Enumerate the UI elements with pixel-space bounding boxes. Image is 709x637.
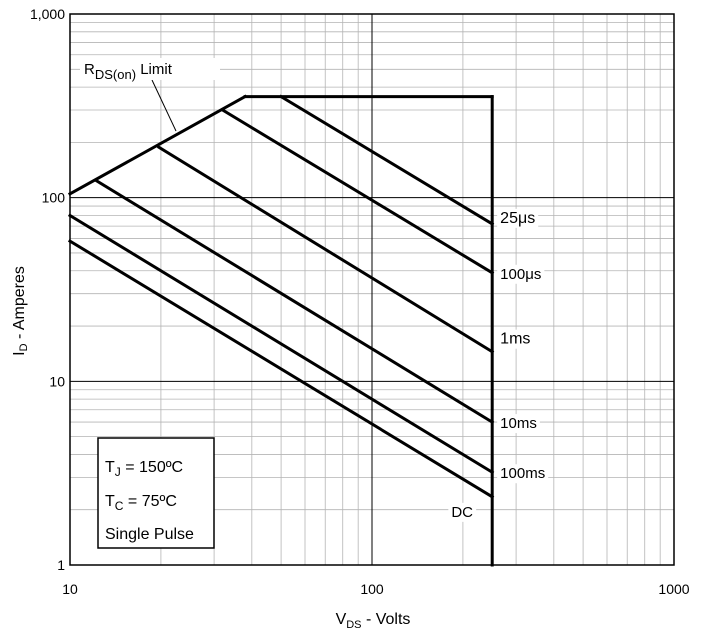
series-label-background (497, 264, 545, 284)
series-label: 25μs (500, 210, 535, 227)
soa-line-series (156, 145, 495, 354)
junction-temperature: TJ = 150ºC (105, 459, 183, 479)
soa-line-series (67, 239, 495, 499)
x-tick-label: 1000 (658, 581, 689, 597)
single-pulse-label: Single Pulse (105, 526, 194, 543)
y-tick-label: 1,000 (30, 6, 65, 22)
soa-line-series (220, 107, 495, 275)
series-lines (67, 94, 495, 567)
rdson-leader-line (151, 79, 177, 132)
series-label-background (497, 208, 539, 228)
soa-line-series (94, 178, 495, 425)
y-tick-label: 100 (42, 190, 66, 206)
x-axis-title: VDS - Volts (336, 611, 411, 631)
x-tick-label: 10 (62, 581, 78, 597)
series-label-background (497, 414, 540, 434)
plot-frame (69, 13, 675, 566)
series-label: 1ms (500, 331, 530, 348)
series-label: 100ms (500, 465, 545, 482)
rdson-label-background (80, 58, 220, 80)
y-tick-label: 10 (49, 373, 65, 389)
series-label-background (448, 502, 477, 522)
soa-line-series (67, 213, 495, 475)
series-label: 10ms (500, 415, 537, 432)
y-axis-title: ID - Amperes (11, 266, 30, 356)
y-tick-label: 1 (57, 557, 65, 573)
series-label: DC (451, 504, 473, 521)
tick-labels: 10 100 1000 1 10 100 1,000 (30, 6, 690, 597)
x-tick-label: 100 (360, 581, 384, 597)
series-label-background (497, 329, 534, 349)
rdson-limit-label: RDS(on) Limit (84, 61, 173, 82)
soa-line-series (279, 94, 495, 226)
conditions-box: TJ = 150ºC TC = 75ºC Single Pulse (97, 437, 215, 549)
series-label: 100μs (500, 266, 541, 283)
case-temperature: TC = 75ºC (105, 493, 177, 513)
conditions-box-frame (97, 437, 215, 549)
label-backgrounds (448, 208, 549, 522)
series-label-background (497, 464, 549, 484)
rdson-limit-line (67, 94, 248, 196)
series-labels: 25μs 100μs 1ms 10ms 100ms DC (451, 210, 545, 521)
